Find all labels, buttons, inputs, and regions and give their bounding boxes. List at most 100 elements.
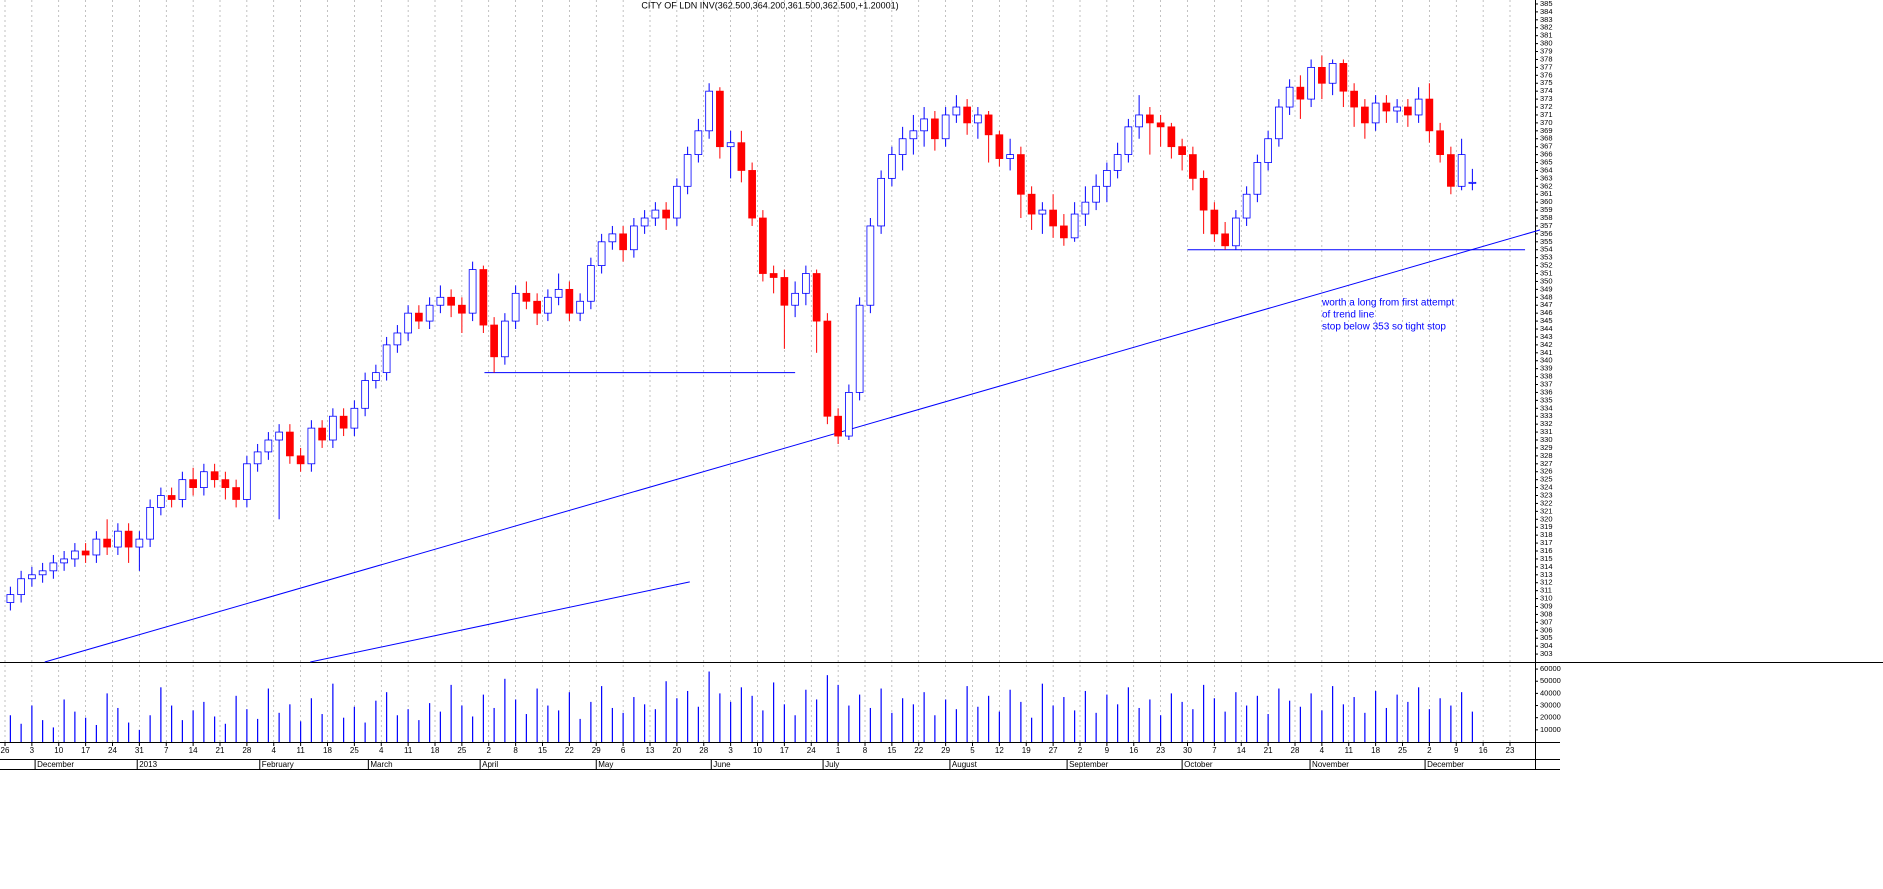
candle-body — [1436, 130, 1444, 155]
volume-bar — [364, 722, 366, 742]
y-tick-label: 373 — [1540, 94, 1553, 103]
y-tick-label: 380 — [1540, 39, 1553, 48]
y-tick-label: 329 — [1540, 443, 1553, 452]
candle-body — [103, 538, 111, 548]
candle-body — [931, 118, 939, 140]
x-tick-label: 28 — [242, 746, 251, 755]
volume-bar — [869, 707, 871, 742]
candle-body — [823, 320, 832, 417]
candle-body — [178, 479, 187, 500]
month-label: May — [598, 760, 613, 769]
volume-bar — [633, 697, 635, 742]
candle-body — [447, 296, 455, 306]
candle-body — [1425, 98, 1434, 132]
candle-body — [694, 130, 703, 155]
candle-body — [941, 114, 950, 140]
y-tick-label: 379 — [1540, 47, 1553, 56]
volume-bar — [160, 687, 162, 742]
x-tick-label: 25 — [350, 746, 359, 755]
candle-body — [253, 451, 262, 465]
x-tick-label: 4 — [272, 746, 277, 755]
y-tick-label: 381 — [1540, 31, 1553, 40]
candle-body — [157, 495, 165, 508]
y-tick-label: 363 — [1540, 173, 1553, 182]
candle-body — [6, 594, 15, 603]
y-tick-label: 354 — [1540, 245, 1553, 254]
month-label: November — [1312, 760, 1349, 769]
month-label: December — [1427, 760, 1464, 769]
month-label: 2013 — [139, 760, 157, 769]
x-tick-label: 28 — [699, 746, 708, 755]
candle-body — [1275, 106, 1283, 140]
volume-bar — [644, 704, 646, 742]
candle-body — [1113, 154, 1122, 171]
volume-bar — [998, 711, 1000, 742]
candle-body — [200, 471, 208, 488]
candle-body — [393, 332, 402, 346]
y-tick-label: 364 — [1540, 165, 1553, 174]
candle-body — [974, 114, 982, 124]
volume-bar — [106, 693, 108, 742]
candle-body — [597, 241, 606, 266]
candle-body — [425, 304, 434, 322]
candle-body — [1081, 201, 1090, 215]
x-tick-label: 29 — [941, 746, 950, 755]
candle-body — [307, 427, 316, 465]
volume-bar — [1471, 711, 1473, 742]
candle-body — [673, 185, 681, 219]
volume-bar — [375, 700, 377, 742]
x-tick-label: 22 — [914, 746, 923, 755]
y-tick-label: 378 — [1540, 54, 1553, 63]
volume-bar — [1439, 698, 1441, 742]
volume-bar — [1428, 709, 1430, 742]
y-tick-label: 353 — [1540, 253, 1553, 262]
volume-bar — [945, 699, 947, 742]
x-tick-label: 2 — [1078, 746, 1083, 755]
y-tick-label: 370 — [1540, 118, 1553, 127]
x-tick-label: 8 — [513, 746, 518, 755]
candle-body — [361, 380, 369, 409]
candle-body — [210, 471, 219, 481]
plot: 26 3 10 17 24 31 7 14 21 28 4 11 18 25 4 11 18 25 2 8 15 22 29… — [1, 0, 1561, 770]
volume-bar — [751, 695, 753, 742]
volume-bar — [407, 709, 409, 742]
volume-bar — [1407, 701, 1409, 742]
candle-body — [1156, 122, 1165, 128]
month-label: October — [1184, 760, 1213, 769]
chart-title: CITY OF LDN INV(362.500,364.200,361.500,… — [641, 0, 898, 10]
candle-body — [17, 578, 25, 596]
candle-body — [769, 273, 778, 278]
volume-bar — [321, 714, 323, 742]
volume-bar — [1170, 693, 1172, 742]
volume-bar — [622, 712, 624, 742]
candle-body — [1049, 209, 1057, 227]
x-tick-label: 21 — [216, 746, 225, 755]
y-tick-label: 320 — [1540, 514, 1553, 523]
candle-body — [587, 265, 595, 302]
candle-body — [1328, 63, 1337, 84]
candle-body — [1296, 86, 1305, 100]
y-tick-label: 349 — [1540, 284, 1553, 293]
x-tick-label: 7 — [164, 746, 169, 755]
y-tick-label: 348 — [1540, 292, 1553, 301]
candle-body — [683, 154, 692, 187]
volume-tick-label: 60000 — [1540, 664, 1561, 673]
x-tick-label: 11 — [296, 746, 305, 755]
volume-bar — [1246, 705, 1248, 742]
candle-body — [576, 300, 584, 314]
candle-body — [1361, 106, 1369, 124]
volume-bar — [52, 727, 54, 742]
candle-body — [920, 118, 928, 132]
candle-body — [1103, 170, 1111, 187]
candle-body — [640, 217, 649, 227]
volume-bar — [246, 709, 248, 742]
y-tick-label: 369 — [1540, 126, 1553, 135]
y-tick-label: 312 — [1540, 578, 1553, 587]
volume-bar — [1299, 706, 1301, 742]
x-tick-label: 14 — [189, 746, 198, 755]
volume-bar — [267, 688, 269, 742]
volume-bar — [1267, 714, 1269, 742]
candle-body — [619, 233, 627, 251]
volume-bar — [300, 721, 302, 742]
candle-body — [791, 292, 799, 306]
